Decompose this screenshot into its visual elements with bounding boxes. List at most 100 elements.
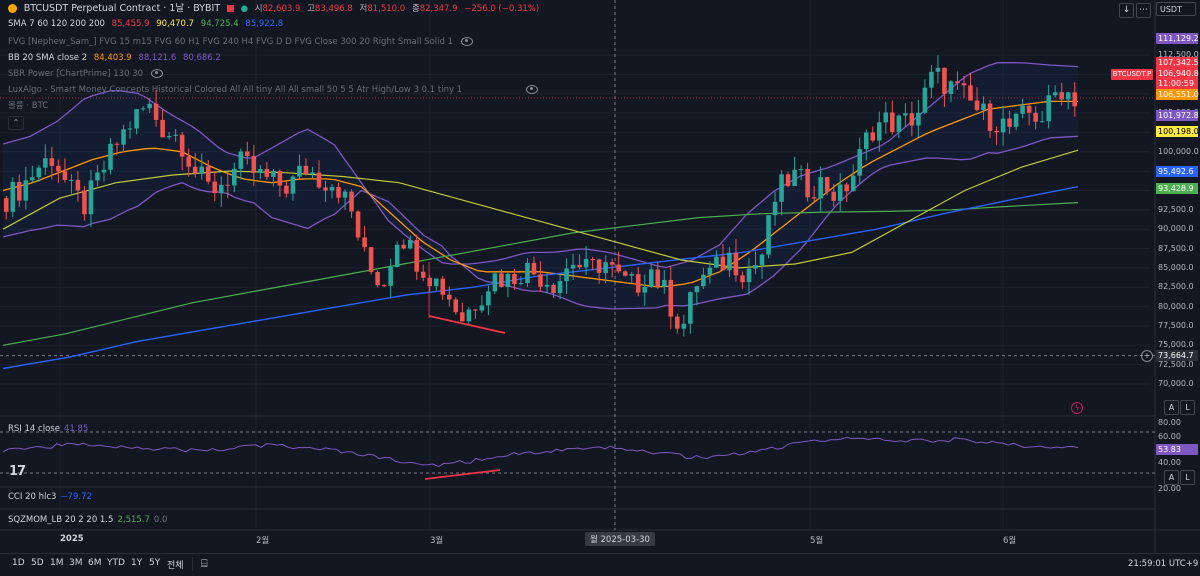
indicator-fvg[interactable]: FVG [Nephew_Sam_] FVG 15 m15 FVG 60 H1 F… xyxy=(8,36,477,48)
candle-body xyxy=(166,135,172,138)
timeframe-1y-button[interactable]: 1Y xyxy=(131,558,143,568)
candle-body xyxy=(955,81,960,84)
add-alert-icon[interactable]: + xyxy=(1141,350,1153,362)
candle-body xyxy=(961,83,967,86)
candle-body xyxy=(342,191,348,198)
candle-body xyxy=(772,201,778,216)
indicator-luxalgo[interactable]: LuxAlgo - Smart Money Concepts Historica… xyxy=(8,84,542,96)
candle-body xyxy=(199,166,204,174)
candle-body xyxy=(329,187,335,191)
timeframe-5d-button[interactable]: 5D xyxy=(31,558,44,568)
candle-body xyxy=(603,262,608,273)
candle-body xyxy=(629,274,634,276)
clock-display[interactable]: 21:59:01 UTC+9 xyxy=(1128,559,1199,569)
candle-body xyxy=(17,181,22,201)
candle-body xyxy=(909,113,915,126)
calendar-range-icon[interactable]: ⌸ xyxy=(201,557,208,570)
candle-body xyxy=(577,264,582,268)
price-badge: 101,972.8 xyxy=(1156,110,1199,121)
candle-body xyxy=(740,275,745,283)
price-badge: 95,492.6 xyxy=(1156,166,1198,177)
timeframe-all-button[interactable]: 전체 xyxy=(167,561,184,571)
price-badge: 106,940.8 xyxy=(1156,68,1199,79)
candle-body xyxy=(479,305,485,311)
cci-legend[interactable]: CCI 20 hlc3 −79.72 xyxy=(8,492,92,502)
candle-body xyxy=(557,281,563,294)
candle-body xyxy=(316,172,322,188)
candle-body xyxy=(1059,92,1064,100)
timeframe-3m-button[interactable]: 3M xyxy=(69,558,83,568)
candle-body xyxy=(714,256,719,268)
candle-body xyxy=(863,132,869,150)
candle-body xyxy=(121,129,126,145)
timeframe-ytd-button[interactable]: YTD xyxy=(107,558,125,568)
timeframe-1d-button[interactable]: 1D xyxy=(12,558,25,568)
candle-body xyxy=(453,299,459,313)
candle-body xyxy=(642,286,648,293)
symbol-title[interactable]: BTCUSDT Perpetual Contract · 1날 · BYBIT xyxy=(23,3,221,14)
candle-body xyxy=(75,179,81,191)
candle-body xyxy=(173,134,178,136)
price-axis-tick: 77,500.0 xyxy=(1158,320,1194,330)
rsi-legend[interactable]: RSI 14 close 41.85 xyxy=(8,424,89,434)
indicator-bb[interactable]: BB 20 SMA close 2 84,403.9 88,121.6 80,6… xyxy=(8,53,221,63)
candle-body xyxy=(290,176,296,194)
candle-body xyxy=(88,180,94,215)
candle-body xyxy=(870,132,876,141)
rsi-auto-scale-button[interactable]: A xyxy=(1164,470,1179,485)
candle-body xyxy=(284,185,289,194)
candle-body xyxy=(662,279,667,287)
candle-body xyxy=(486,291,491,306)
rsi-current-badge: 53.83 xyxy=(1156,444,1198,455)
candle-body xyxy=(362,237,367,248)
more-icon[interactable]: ⋯ xyxy=(1136,3,1151,18)
candle-body xyxy=(512,273,517,285)
indicator-sbr[interactable]: SBR Power [ChartPrime] 130 30 xyxy=(8,68,167,80)
candle-body xyxy=(433,278,439,287)
candle-body xyxy=(596,259,602,273)
timeframe-1m-button[interactable]: 1M xyxy=(50,558,64,568)
timeframe-5y-button[interactable]: 5Y xyxy=(149,558,161,568)
candle-body xyxy=(890,112,895,132)
candle-body xyxy=(935,67,941,72)
candle-body xyxy=(264,169,270,177)
flag-icon[interactable] xyxy=(226,5,234,12)
price-axis-tick: 90,000.0 xyxy=(1158,224,1194,234)
price-axis-tick: 112,500.0 xyxy=(1158,50,1199,59)
sqz-legend[interactable]: SQZMOM_LB 20 2 20 1.5 2,515.7 0.0 xyxy=(8,515,168,525)
eye-hidden-icon[interactable] xyxy=(461,37,474,46)
auto-scale-button[interactable]: A xyxy=(1164,400,1179,415)
candle-body xyxy=(394,244,400,268)
currency-select[interactable]: USDT xyxy=(1156,2,1196,16)
price-axis-tick: 85,000.0 xyxy=(1158,262,1194,272)
candle-body xyxy=(192,166,198,174)
divergence-line-price xyxy=(428,315,506,334)
timeframe-6m-button[interactable]: 6M xyxy=(88,558,102,568)
candle-body xyxy=(824,177,830,192)
candle-body xyxy=(531,262,537,275)
eye-hidden-icon[interactable] xyxy=(151,69,164,78)
candle-body xyxy=(49,158,55,166)
price-axis-tick: 92,500.0 xyxy=(1158,204,1194,214)
candle-body xyxy=(205,166,211,182)
candle-body xyxy=(427,277,433,287)
eye-hidden-icon[interactable] xyxy=(526,85,539,94)
arrow-down-icon[interactable]: ↓ xyxy=(1119,3,1134,18)
price-axis-tick: 87,500.0 xyxy=(1158,243,1194,253)
candle-body xyxy=(837,184,843,201)
candle-body xyxy=(1026,105,1032,113)
candle-body xyxy=(818,177,823,199)
collapse-legend-icon[interactable]: ⌃ xyxy=(8,116,24,130)
rsi-log-scale-button[interactable]: L xyxy=(1180,470,1195,485)
candle-body xyxy=(1007,118,1012,127)
candle-body xyxy=(297,165,302,177)
candle-body xyxy=(101,169,107,173)
lightning-icon[interactable]: ϟ xyxy=(1071,402,1083,414)
price-axis-tick: 80,000.0 xyxy=(1158,301,1194,311)
indicator-sma[interactable]: SMA 7 60 120 200 200 85,455.9 90,470.7 9… xyxy=(8,19,284,29)
indicator-volume[interactable]: 볼륨 · BTC xyxy=(8,101,49,111)
log-scale-button[interactable]: L xyxy=(1180,400,1195,415)
candle-body xyxy=(831,191,836,201)
candle-body xyxy=(1020,105,1025,114)
